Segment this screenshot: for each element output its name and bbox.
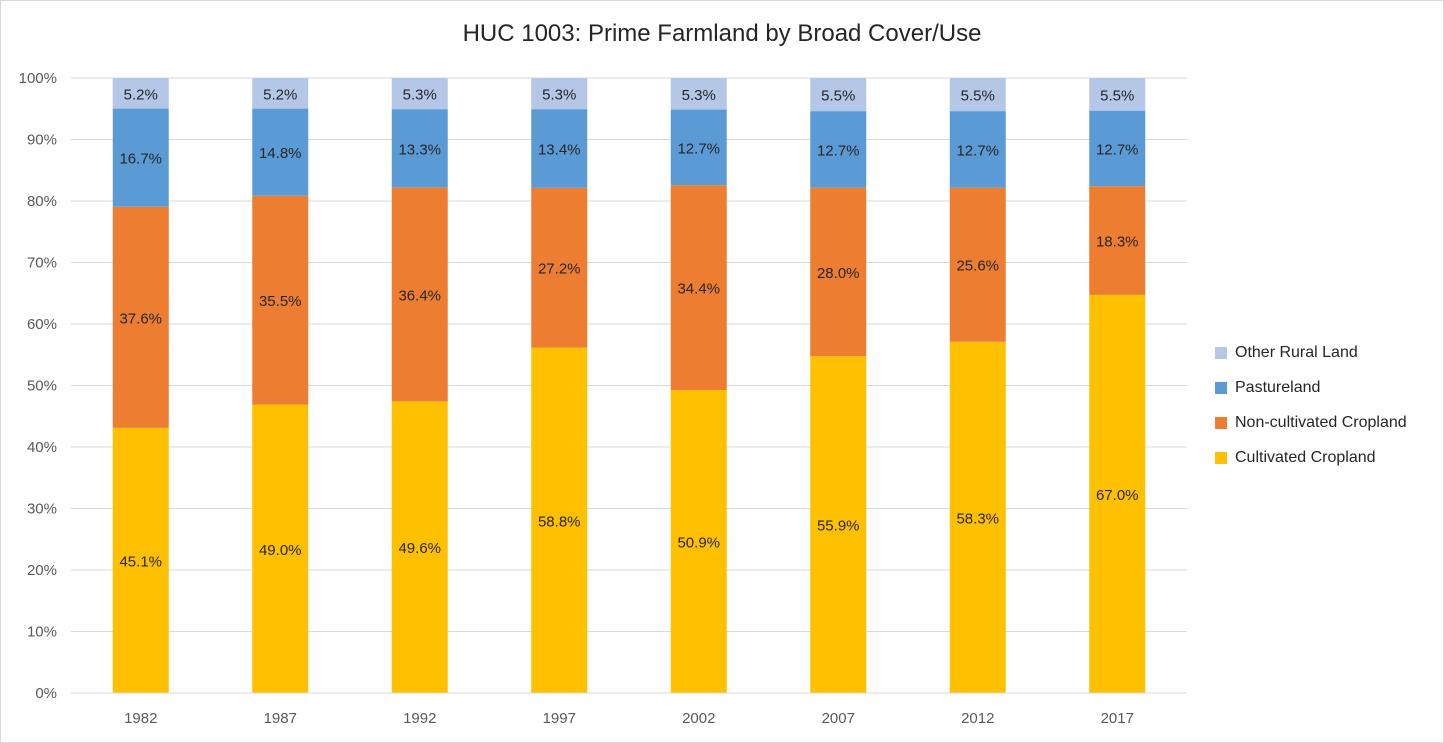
x-tick-label: 2012	[961, 710, 994, 727]
legend-label: Pastureland	[1235, 378, 1321, 396]
y-tick-label: 70%	[27, 255, 57, 272]
legend-item[interactable]: Pastureland	[1215, 370, 1407, 405]
y-tick-label: 60%	[27, 316, 57, 333]
bar-segment[interactable]	[252, 78, 309, 109]
data-label: 55.9%	[817, 518, 860, 535]
bar-segment[interactable]	[1089, 110, 1146, 187]
bar-segment[interactable]	[949, 187, 1006, 342]
chart-legend: Other Rural Land Pastureland Non-cultivate…	[1215, 335, 1407, 475]
data-label: 49.0%	[259, 542, 302, 559]
legend-swatch	[1215, 381, 1227, 394]
bar-segment[interactable]	[949, 341, 1006, 693]
data-label: 34.4%	[677, 281, 720, 298]
data-label: 58.8%	[538, 513, 581, 530]
data-label: 18.3%	[1096, 234, 1139, 251]
data-label: 13.4%	[538, 141, 581, 158]
legend-label: Other Rural Land	[1235, 343, 1358, 361]
data-label: 5.3%	[682, 87, 716, 104]
data-label: 5.3%	[403, 87, 437, 104]
data-label: 5.5%	[821, 88, 855, 105]
data-label: 37.6%	[119, 310, 162, 327]
data-label: 28.0%	[817, 265, 860, 282]
bar-segment[interactable]	[810, 78, 867, 112]
bar-segment[interactable]	[1089, 78, 1146, 111]
y-tick-label: 100%	[19, 70, 57, 87]
x-tick-label: 2007	[822, 710, 855, 727]
bar-segment[interactable]	[391, 109, 448, 188]
data-label: 25.6%	[956, 258, 999, 275]
legend-item[interactable]: Non-cultivated Cropland	[1215, 405, 1407, 440]
data-label: 12.7%	[956, 142, 999, 159]
data-label: 12.7%	[817, 142, 860, 159]
bar-segment[interactable]	[810, 356, 867, 693]
bar-segment[interactable]	[670, 109, 727, 186]
bar-segment[interactable]	[252, 108, 309, 196]
data-label: 36.4%	[398, 287, 441, 304]
chart-title: HUC 1003: Prime Farmland by Broad Cover/…	[462, 20, 982, 47]
y-tick-label: 80%	[27, 193, 57, 210]
data-label: 12.7%	[1096, 141, 1139, 158]
bar-segment[interactable]	[949, 78, 1006, 112]
bar-segment[interactable]	[112, 108, 169, 207]
y-tick-label: 10%	[27, 624, 57, 641]
bar-segment[interactable]	[1089, 294, 1146, 693]
bar-segment[interactable]	[949, 111, 1006, 188]
x-tick-label: 1982	[124, 710, 157, 727]
y-tick-label: 20%	[27, 562, 57, 579]
bar-segment[interactable]	[391, 187, 448, 402]
data-label: 13.3%	[398, 141, 441, 158]
legend-swatch	[1215, 346, 1227, 359]
x-tick-label: 2017	[1101, 710, 1134, 727]
x-tick-label: 1992	[403, 710, 436, 727]
y-tick-label: 0%	[35, 685, 57, 702]
bar-segment[interactable]	[112, 206, 169, 428]
legend-item[interactable]: Other Rural Land	[1215, 335, 1407, 370]
bar-segment[interactable]	[531, 109, 588, 188]
legend-item[interactable]: Cultivated Cropland	[1215, 440, 1407, 475]
legend-swatch	[1215, 451, 1227, 464]
x-tick-label: 1987	[264, 710, 297, 727]
y-tick-label: 40%	[27, 439, 57, 456]
bar-segment[interactable]	[531, 187, 588, 348]
bar-segment[interactable]	[810, 187, 867, 357]
legend-label: Cultivated Cropland	[1235, 448, 1376, 466]
data-label: 45.1%	[119, 553, 162, 570]
data-label: 5.5%	[961, 88, 995, 105]
data-label: 27.2%	[538, 261, 581, 278]
y-tick-label: 30%	[27, 501, 57, 518]
bar-segment[interactable]	[531, 347, 588, 693]
data-label: 5.2%	[263, 86, 297, 103]
data-label: 49.6%	[398, 540, 441, 557]
legend-label: Non-cultivated Cropland	[1235, 413, 1407, 431]
bar-segment[interactable]	[531, 78, 588, 110]
bar-segment[interactable]	[112, 427, 169, 693]
y-tick-label: 90%	[27, 132, 57, 149]
data-label: 50.9%	[677, 534, 720, 551]
data-label: 5.5%	[1100, 87, 1134, 104]
x-tick-label: 2002	[682, 710, 715, 727]
data-label: 12.7%	[677, 140, 720, 157]
data-label: 16.7%	[119, 151, 162, 168]
bar-segment[interactable]	[252, 404, 309, 693]
legend-swatch	[1215, 416, 1227, 429]
bar-segment[interactable]	[112, 78, 169, 109]
data-label: 67.0%	[1096, 487, 1139, 504]
data-label: 14.8%	[259, 145, 302, 162]
bar-segment[interactable]	[1089, 186, 1146, 295]
bar-segment[interactable]	[670, 78, 727, 110]
bar-segment[interactable]	[670, 185, 727, 390]
bar-segment[interactable]	[670, 389, 727, 693]
bar-segment[interactable]	[391, 401, 448, 693]
bar-segment[interactable]	[810, 111, 867, 188]
bar-segment[interactable]	[252, 195, 309, 405]
data-label: 35.5%	[259, 293, 302, 310]
y-tick-label: 50%	[27, 378, 57, 395]
bar-segment[interactable]	[391, 78, 448, 110]
x-tick-label: 1997	[543, 710, 576, 727]
data-label: 5.2%	[124, 86, 158, 103]
data-label: 58.3%	[956, 510, 999, 527]
data-label: 5.3%	[542, 87, 576, 104]
